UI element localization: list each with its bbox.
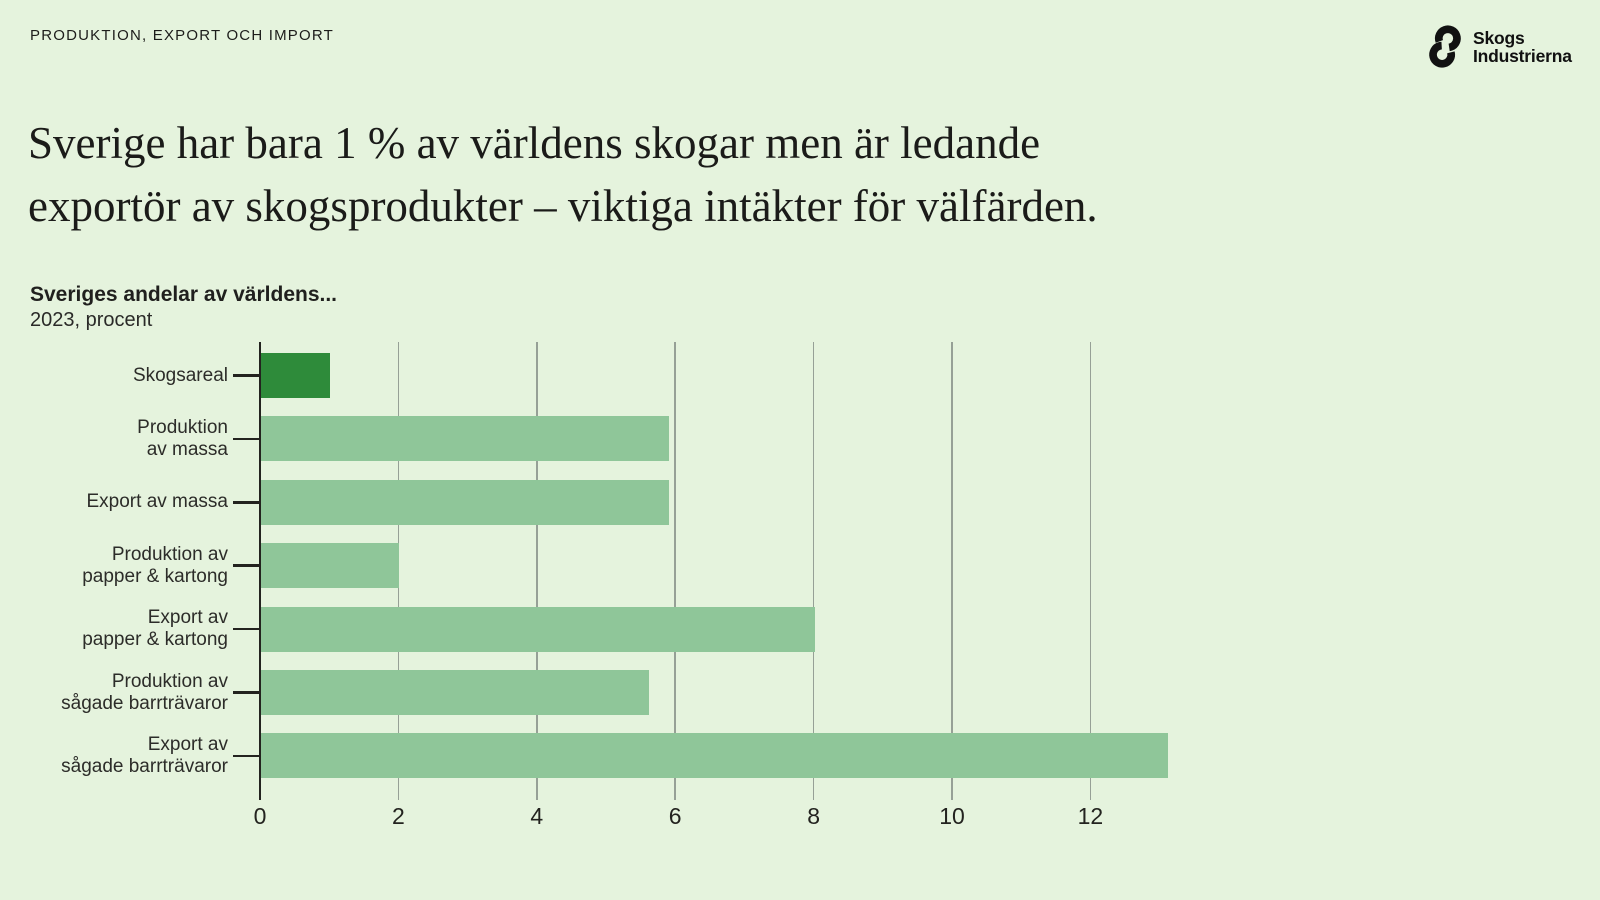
bar xyxy=(261,606,815,652)
x-tick-label: 2 xyxy=(391,803,405,829)
gridline xyxy=(1089,342,1092,800)
gridline xyxy=(674,342,676,800)
category-label: Produktion av papper & kartong xyxy=(82,543,228,587)
brand-name-line1: Skogs xyxy=(1473,28,1525,48)
x-tick-label: 4 xyxy=(530,803,544,829)
category-tick xyxy=(233,374,260,377)
gridline xyxy=(812,342,815,800)
category-label: Export av sågade barrträvaror xyxy=(61,733,228,777)
slide-title: Sverige har bara 1 % av världens skogar … xyxy=(28,112,1428,238)
x-tick-label: 0 xyxy=(253,803,267,829)
brand-logo: Skogs Industrierna xyxy=(1422,24,1572,70)
category-label: Skogsareal xyxy=(132,364,228,386)
category-label: Export av papper & kartong xyxy=(82,607,228,651)
category-tick xyxy=(233,627,260,631)
gridline xyxy=(951,342,953,800)
category-label: Export av massa xyxy=(86,491,229,513)
bar xyxy=(261,353,331,398)
axis-line xyxy=(258,342,262,800)
bar xyxy=(261,416,670,462)
bar xyxy=(261,733,1168,779)
brand-name: Skogs Industrierna xyxy=(1473,29,1572,65)
bar xyxy=(261,479,670,525)
category-tick xyxy=(233,437,260,441)
category-tick xyxy=(233,501,260,504)
bar xyxy=(261,670,649,715)
x-tick-label: 10 xyxy=(939,803,965,829)
kicker: PRODUKTION, EXPORT OCH IMPORT xyxy=(30,27,335,44)
chart-title: Sveriges andelar av världens... xyxy=(30,283,338,306)
x-tick-label: 6 xyxy=(668,803,682,829)
category-label: Produktion av massa xyxy=(137,416,228,460)
x-tick-label: 8 xyxy=(807,803,820,829)
category-label: Produktion av sågade barrträvaror xyxy=(61,670,228,714)
category-tick xyxy=(233,754,260,758)
category-tick xyxy=(233,564,260,567)
slide-title-line1: Sverige har bara 1 % av världens skogar … xyxy=(28,118,1041,168)
brand-name-line2: Industrierna xyxy=(1473,46,1572,66)
slide-title-line2: exportör av skogsprodukter – viktiga int… xyxy=(28,181,1098,231)
category-tick xyxy=(233,691,260,694)
chart-subtitle: 2023, procent xyxy=(30,309,153,331)
gridline xyxy=(536,342,538,800)
x-tick-label: 12 xyxy=(1077,803,1104,829)
brand-mark-icon xyxy=(1422,24,1468,70)
bar xyxy=(261,543,400,589)
